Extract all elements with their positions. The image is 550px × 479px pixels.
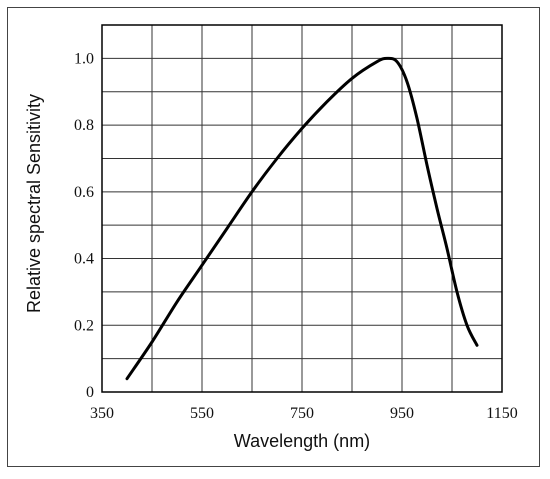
x-tick-label: 1150 (486, 405, 517, 422)
y-tick-label: 1.0 (74, 50, 94, 67)
y-axis-ticks: 0 0.2 0.4 0.6 0.8 1.0 (74, 50, 94, 401)
x-axis-ticks: 350 550 750 950 1150 (90, 405, 518, 422)
y-axis-label: Relative spectral Sensitivity (24, 94, 44, 313)
x-tick-label: 550 (190, 405, 214, 422)
grid (102, 25, 502, 392)
y-tick-label: 0.8 (74, 117, 94, 134)
y-tick-label: 0.2 (74, 317, 94, 334)
x-tick-label: 350 (90, 405, 114, 422)
x-axis-label: Wavelength (nm) (234, 431, 370, 451)
y-tick-label: 0.4 (74, 251, 94, 268)
x-tick-label: 950 (390, 405, 414, 422)
sensitivity-curve (125, 56, 479, 381)
x-tick-label: 750 (290, 405, 314, 422)
figure-frame (7, 7, 540, 467)
y-tick-label: 0.6 (74, 184, 94, 201)
y-tick-label: 0 (86, 384, 94, 401)
plot-area (101, 24, 503, 393)
